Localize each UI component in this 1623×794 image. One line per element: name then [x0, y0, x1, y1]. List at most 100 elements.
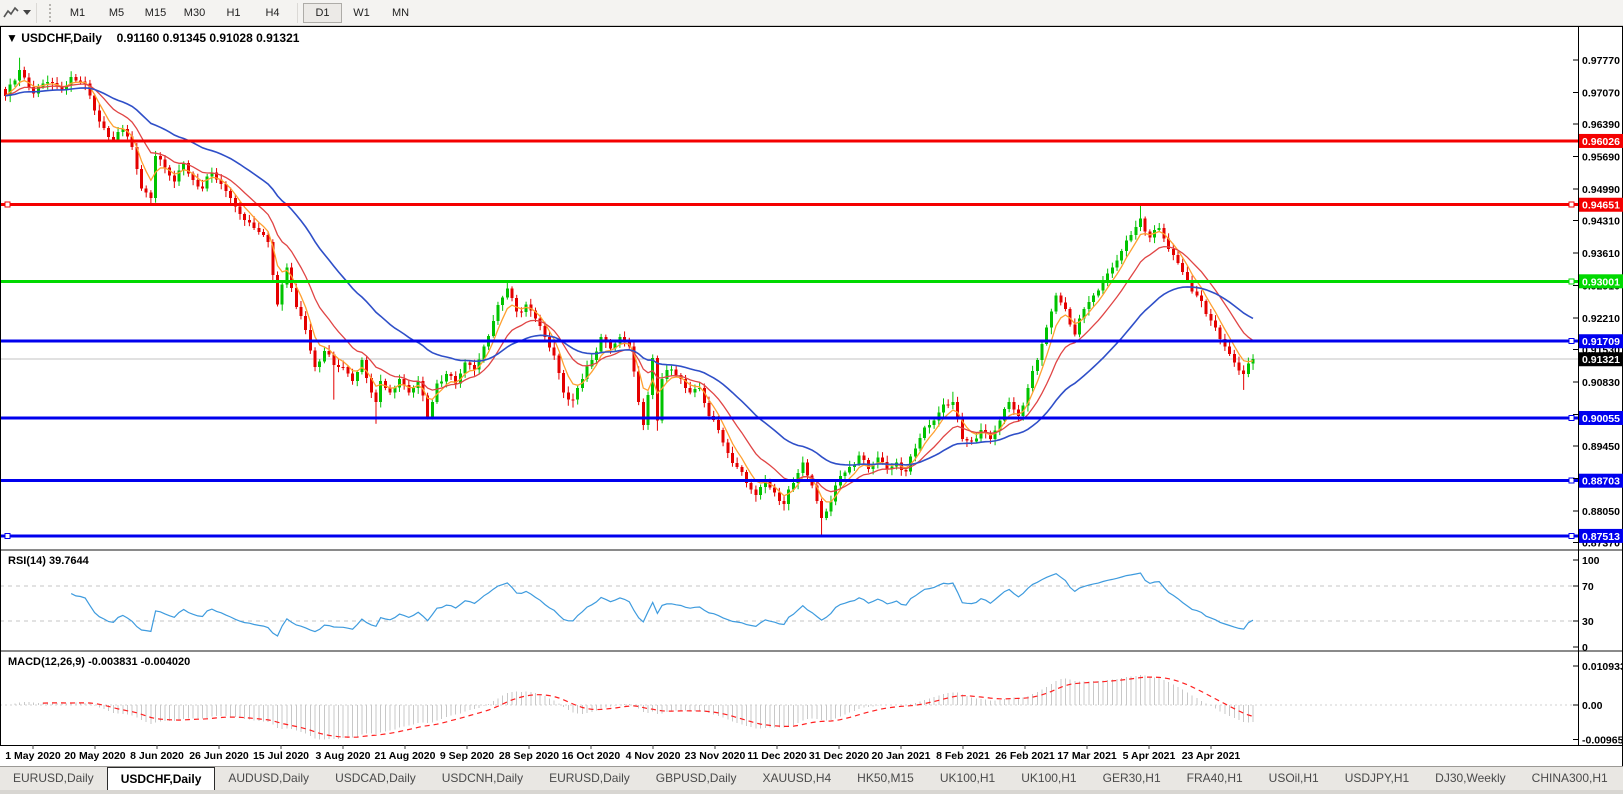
bottom-strip [0, 790, 1623, 794]
price-tick-label: 0.95690 [1582, 152, 1620, 164]
tab-usdcad-daily[interactable]: USDCAD,Daily [335, 771, 416, 785]
line-handle[interactable] [1568, 201, 1575, 208]
date-tick-label: 31 Dec 2020 [809, 750, 869, 762]
date-tick-label: 20 May 2020 [64, 750, 125, 762]
toolbar-separator [36, 2, 37, 23]
date-tick-label: 16 Oct 2020 [562, 750, 621, 762]
tab-eurusd-daily[interactable]: EURUSD,Daily [549, 771, 630, 785]
tab-fra40-h1[interactable]: FRA40,H1 [1186, 771, 1243, 785]
line-handle[interactable] [4, 532, 11, 539]
price-tick-label: 0.97770 [1582, 55, 1620, 67]
horizontal-line-0.90055[interactable] [0, 416, 1578, 420]
price-tick-label: 0.92210 [1582, 313, 1620, 325]
line-handle[interactable] [1568, 532, 1575, 539]
line-price-badge-text: 0.96026 [1582, 136, 1620, 148]
line-price-badge [1579, 274, 1623, 289]
tab-gbpusd-daily[interactable]: GBPUSD,Daily [655, 771, 737, 785]
line-price-badge-text: 0.91709 [1582, 336, 1620, 348]
line-price-badge [1579, 197, 1623, 212]
macd-tick-label: 0.010933 [1582, 661, 1623, 673]
price-tick-label: 0.94310 [1582, 216, 1620, 228]
line-price-badge-text: 0.88703 [1582, 476, 1620, 488]
price-tick-label: 0.88050 [1582, 506, 1620, 518]
line-price-badge [1579, 473, 1623, 488]
timeframe-button-m1[interactable]: M1 [69, 6, 86, 19]
horizontal-line-0.94651[interactable] [0, 203, 1578, 207]
rsi-tick-label: 100 [1582, 555, 1600, 567]
horizontal-line-0.88703[interactable] [0, 479, 1578, 483]
line-price-badge [1579, 334, 1623, 349]
timeframe-button-m30[interactable]: M30 [183, 6, 206, 19]
tab-uk100-h1[interactable]: UK100,H1 [939, 771, 996, 785]
timeframe-button-m5[interactable]: M5 [108, 6, 125, 19]
date-tick-label: 11 Dec 2020 [747, 750, 807, 762]
timeframe-button-mn[interactable]: MN [391, 6, 410, 19]
tab-hk50-m15[interactable]: HK50,M15 [857, 771, 914, 785]
tab-usoil-h1[interactable]: USOil,H1 [1268, 771, 1319, 785]
panel-separator-macd[interactable] [0, 650, 1623, 652]
price-tick-label: 0.97070 [1582, 88, 1620, 100]
price-axis[interactable]: 0.97770 0.97070 0.96390 0.95690 0.94990 0.943… [1573, 55, 1623, 746]
panel-separator-rsi[interactable] [0, 549, 1623, 551]
tab-ger30-h1[interactable]: GER30,H1 [1102, 771, 1161, 785]
timeframe-button-h1[interactable]: H1 [226, 6, 241, 19]
chart-canvas[interactable]: 0.97770 0.97070 0.96390 0.95690 0.94990 0.943… [0, 26, 1623, 766]
date-tick-label: 26 Feb 2021 [995, 750, 1055, 762]
toolbar-separator [297, 2, 298, 23]
date-tick-label: 4 Nov 2020 [626, 750, 681, 762]
line-price-badge [1579, 528, 1623, 543]
timeframe-button-m15[interactable]: M15 [144, 6, 167, 19]
timeframe-buttons: M1 M5 M15 M30 H1 H4 D1 W1 MN [58, 2, 420, 23]
horizontal-line-0.87513[interactable] [0, 534, 1578, 538]
horizontal-line-0.93001[interactable] [0, 279, 1578, 283]
timeframe-button-d1[interactable]: D1 [303, 2, 342, 23]
top-toolbar: M1 M5 M15 M30 H1 H4 D1 W1 MN [0, 0, 1623, 26]
date-tick-label: 5 Apr 2021 [1123, 750, 1176, 762]
tab-usdcnh-daily[interactable]: USDCNH,Daily [441, 771, 524, 785]
line-handle[interactable] [1568, 278, 1575, 285]
horizontal-line-0.91709[interactable] [0, 339, 1578, 343]
date-tick-label: 28 Sep 2020 [499, 750, 559, 762]
tab-china300-h1[interactable]: CHINA300,H1 [1531, 771, 1608, 785]
tab-xauusd-h4[interactable]: XAUUSD,H4 [762, 771, 832, 785]
date-tick-label: 20 Jan 2021 [872, 750, 931, 762]
draw-tool-button[interactable] [3, 6, 31, 20]
price-tick-label: 0.89450 [1582, 441, 1620, 453]
timeframe-button-h4[interactable]: H4 [265, 6, 280, 19]
tab-eurusd-daily[interactable]: EURUSD,Daily [13, 771, 94, 785]
price-axis-line [1578, 26, 1579, 745]
date-tick-label: 26 Jun 2020 [189, 750, 249, 762]
rsi-tick-label: 70 [1582, 581, 1594, 593]
current-price-badge [1579, 352, 1623, 367]
line-handle[interactable] [1568, 338, 1575, 345]
tab-usdjpy-h1[interactable]: USDJPY,H1 [1344, 771, 1410, 785]
price-tick-label: 0.90830 [1582, 377, 1620, 389]
chevron-down-icon [23, 10, 31, 15]
tab-usdchf-daily[interactable]: USDCHF,Daily [106, 767, 216, 790]
line-handle[interactable] [1568, 414, 1575, 421]
line-price-badge [1579, 133, 1623, 148]
timeframe-button-w1[interactable]: W1 [353, 6, 370, 19]
ma-line-fast [5, 79, 1254, 503]
current-price-badge-text: 0.91321 [1582, 354, 1620, 366]
horizontal-line-0.96026[interactable] [0, 139, 1578, 143]
line-handle[interactable] [1568, 477, 1575, 484]
rsi-line [70, 572, 1254, 637]
date-tick-label: 23 Apr 2021 [1182, 750, 1241, 762]
chart-line-icon [3, 6, 19, 17]
date-tick-label: 17 Mar 2021 [1057, 750, 1117, 762]
tab-audusd-daily[interactable]: AUDUSD,Daily [228, 771, 310, 785]
date-tick-label: 8 Feb 2021 [936, 750, 990, 762]
ma-line-slow [5, 87, 1254, 466]
date-tick-label: 23 Nov 2020 [685, 750, 746, 762]
tab-uk100-h1[interactable]: UK100,H1 [1021, 771, 1077, 785]
date-axis[interactable]: 1 May 2020 20 May 2020 8 Jun 2020 26 Jun 20… [5, 745, 1240, 762]
candles [4, 57, 1255, 537]
line-handle[interactable] [4, 201, 11, 208]
line-price-badge-text: 0.90055 [1582, 413, 1620, 425]
toolbar-drag-handle[interactable] [49, 3, 51, 22]
rsi-tick-label: 30 [1582, 616, 1594, 628]
date-tick-label: 15 Jul 2020 [253, 750, 309, 762]
macd-tick-label: 0.00 [1582, 700, 1603, 712]
tab-dj30-weekly[interactable]: DJ30,Weekly [1435, 771, 1506, 785]
